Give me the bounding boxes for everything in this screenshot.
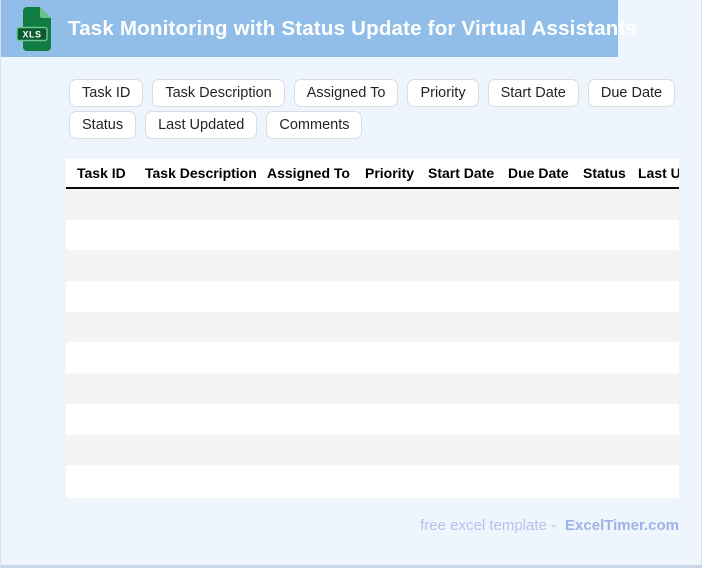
svg-text:XLS: XLS xyxy=(22,30,41,40)
chip-assigned-to[interactable]: Assigned To xyxy=(293,79,399,107)
table-row xyxy=(66,434,679,466)
chip-task-description[interactable]: Task Description xyxy=(152,79,285,107)
table-row xyxy=(66,189,679,220)
column-chip-list: Task ID Task Description Assigned To Pri… xyxy=(69,79,702,139)
chip-comments[interactable]: Comments xyxy=(266,111,363,139)
page-title: Task Monitoring with Status Update for V… xyxy=(68,16,638,40)
column-header-start-date: Start Date xyxy=(428,165,495,181)
table-header-row: Task ID Task Description Assigned To Pri… xyxy=(66,159,679,189)
xls-file-icon: XLS xyxy=(16,7,51,51)
column-header-due-date: Due Date xyxy=(508,165,569,181)
column-header-last-updated: Last Updated xyxy=(638,165,679,181)
table-row xyxy=(66,465,679,496)
chip-due-date[interactable]: Due Date xyxy=(587,79,676,107)
table-row xyxy=(66,342,679,374)
column-header-priority: Priority xyxy=(365,165,415,181)
footer: free excel template - ExcelTimer.com xyxy=(420,517,679,534)
header-bar: XLS Task Monitoring with Status Update f… xyxy=(1,0,637,57)
table-body xyxy=(66,189,679,496)
chip-priority[interactable]: Priority xyxy=(407,79,479,107)
spreadsheet-preview-table: Task ID Task Description Assigned To Pri… xyxy=(66,159,679,498)
table-row xyxy=(66,311,679,343)
footer-brand-link[interactable]: ExcelTimer.com xyxy=(565,517,679,534)
column-header-status: Status xyxy=(583,165,626,181)
chip-start-date[interactable]: Start Date xyxy=(487,79,579,107)
column-header-task-id: Task ID xyxy=(77,165,126,181)
footer-tagline: free excel template - xyxy=(420,517,557,534)
chip-task-id[interactable]: Task ID xyxy=(69,79,144,107)
table-row xyxy=(66,281,679,312)
chip-last-updated[interactable]: Last Updated xyxy=(145,111,258,139)
table-row xyxy=(66,250,679,282)
table-row xyxy=(66,403,679,435)
table-row xyxy=(66,373,679,404)
chip-status[interactable]: Status xyxy=(69,111,137,139)
window-bottom-edge xyxy=(1,565,702,568)
table-row xyxy=(66,219,679,251)
column-header-assigned-to: Assigned To xyxy=(267,165,350,181)
column-header-task-description: Task Description xyxy=(145,165,257,181)
